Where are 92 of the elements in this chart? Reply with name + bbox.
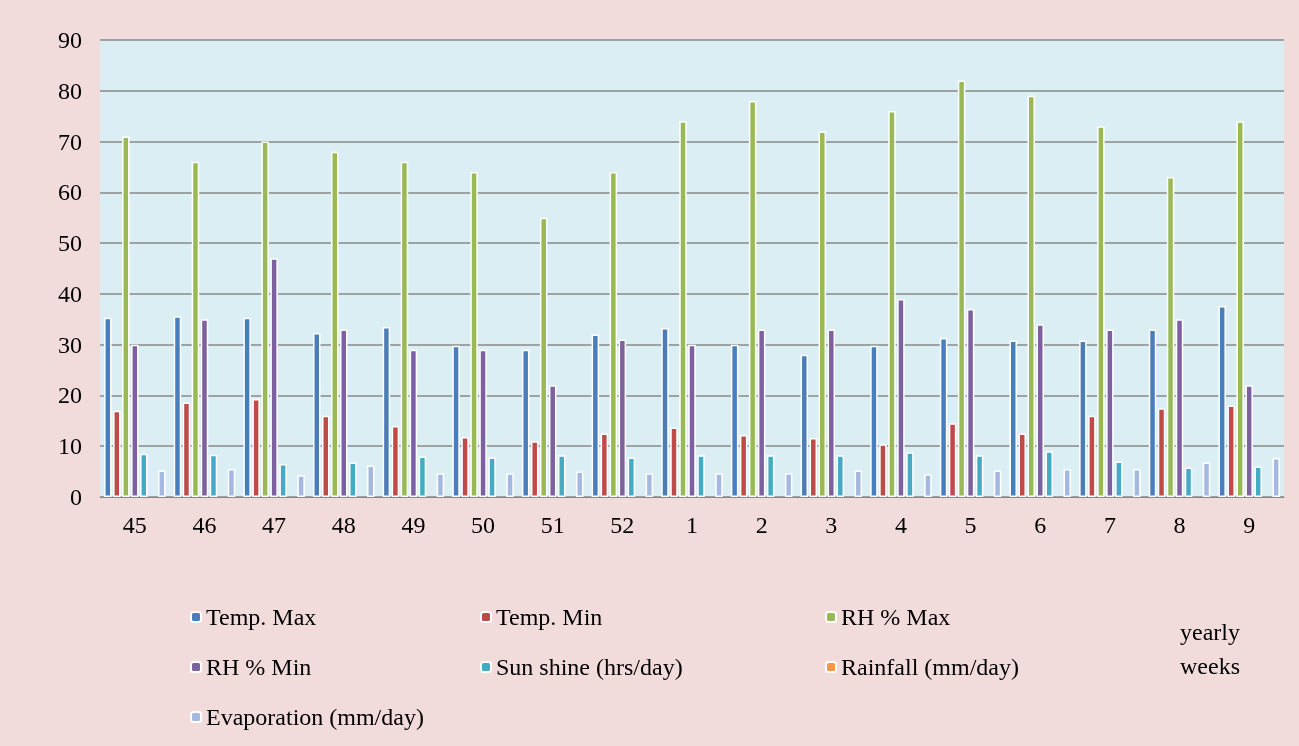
bar <box>575 471 584 497</box>
x-tick-label: 9 <box>1243 512 1256 538</box>
bar <box>618 339 627 497</box>
x-tick-label: 7 <box>1103 512 1116 538</box>
bar <box>1063 469 1071 497</box>
bar <box>191 161 200 497</box>
x-tick-label: 4 <box>894 512 907 538</box>
legend-label: RH % Max <box>841 604 951 630</box>
bar <box>809 438 818 497</box>
y-tick-label: 80 <box>58 77 82 104</box>
bar <box>182 402 191 497</box>
bar <box>391 425 400 497</box>
y-tick-label: 10 <box>58 433 82 460</box>
bar <box>1148 329 1157 497</box>
bar <box>1272 457 1280 497</box>
bar <box>993 470 1002 497</box>
x-tick-label: 50 <box>471 512 496 538</box>
bar <box>409 349 418 497</box>
bar <box>158 470 166 497</box>
y-tick-label: 40 <box>58 280 82 307</box>
x-tick-label: 6 <box>1034 512 1047 538</box>
bar <box>924 474 932 497</box>
bar <box>1202 462 1211 497</box>
bar <box>418 456 427 497</box>
y-tick-label: 50 <box>58 230 82 257</box>
bar <box>715 473 723 497</box>
bar <box>609 172 618 497</box>
x-tick-label: 2 <box>755 512 768 538</box>
x-tick-label: 8 <box>1173 512 1186 538</box>
bar <box>173 316 182 497</box>
bar <box>521 349 530 497</box>
legend-label: Sun shine (hrs/day) <box>496 654 683 680</box>
x-tick-label: 48 <box>331 512 356 538</box>
bar <box>784 473 793 497</box>
y-tick-label: 90 <box>58 27 82 53</box>
bar <box>548 385 557 497</box>
bar <box>382 326 391 497</box>
bar <box>1184 467 1193 497</box>
x-tick-label: 47 <box>262 512 287 538</box>
bar <box>227 469 236 497</box>
bar <box>766 455 775 497</box>
bar <box>600 433 609 497</box>
x-tick-label: 3 <box>825 512 838 538</box>
x-tick-label: 51 <box>540 512 565 538</box>
x-axis-title: yearly weeks <box>1180 619 1246 679</box>
bar <box>1175 319 1184 497</box>
bar <box>1133 469 1141 497</box>
bar <box>1166 177 1175 497</box>
bar <box>818 131 827 497</box>
bar <box>1157 408 1166 497</box>
bar <box>400 161 409 497</box>
bar <box>539 217 548 497</box>
bar <box>975 455 984 497</box>
bar <box>957 80 966 497</box>
bar <box>827 329 836 497</box>
bar <box>209 454 218 497</box>
bar <box>730 344 739 497</box>
bar <box>627 457 636 497</box>
bar <box>748 100 757 497</box>
legend-label: RH % Min <box>206 654 312 680</box>
bar <box>530 441 539 497</box>
y-tick-label: 70 <box>58 128 82 155</box>
y-tick-label: 60 <box>58 179 82 206</box>
bar <box>757 329 766 497</box>
bar <box>436 473 445 497</box>
y-tick-label: 0 <box>70 484 82 510</box>
y-tick-label: 30 <box>58 331 82 358</box>
bar <box>200 319 209 497</box>
x-tick-label: 45 <box>122 512 147 538</box>
bar <box>557 455 566 497</box>
bar <box>948 423 957 497</box>
bar <box>739 435 748 497</box>
bar <box>506 473 514 497</box>
y-tick-label: 20 <box>58 382 82 409</box>
bar <box>367 465 375 497</box>
bar <box>645 473 654 497</box>
bar <box>836 455 845 497</box>
bar <box>939 338 948 497</box>
bar <box>800 354 809 497</box>
bar <box>297 475 305 497</box>
x-tick-label: 5 <box>964 512 977 538</box>
x-tick-label: 1 <box>686 512 698 538</box>
legend-label: Temp. Max <box>206 604 317 630</box>
bar <box>854 470 863 497</box>
legend-label: Evaporation (mm/day) <box>206 704 424 730</box>
legend-label: Temp. Min <box>496 604 603 630</box>
bar <box>591 334 600 497</box>
bar <box>966 309 975 497</box>
x-tick-label: 46 <box>192 512 217 538</box>
x-tick-label: 52 <box>610 512 635 538</box>
legend-label: Rainfall (mm/day) <box>841 654 1019 680</box>
x-tick-label: 49 <box>401 512 426 538</box>
